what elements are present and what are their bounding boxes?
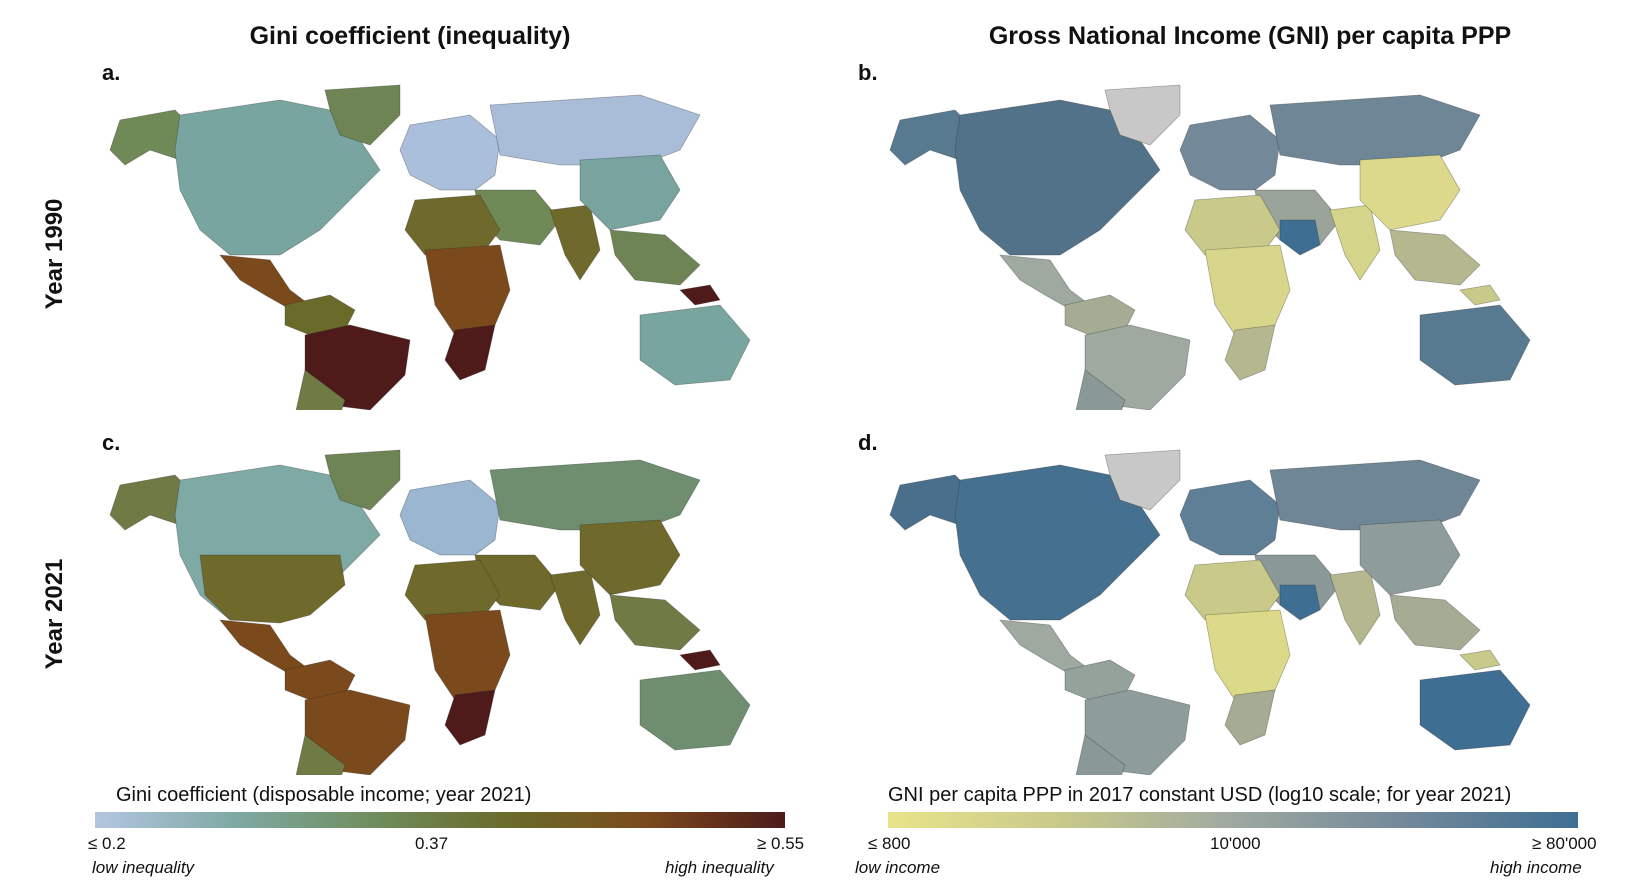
map-gni-2021-region-russia (1269, 459, 1481, 531)
gini-legend-min-label: ≤ 0.2 (88, 834, 126, 853)
map-gini-1990-region-russia (489, 94, 701, 166)
map-gni-1990-region-south-america-south (1075, 369, 1126, 410)
map-gini-1990-region-africa-south (444, 324, 496, 381)
map-gni-1990-region-saudi (1279, 219, 1321, 256)
map-gini-1990-region-greenland (324, 84, 401, 146)
gini-legend-colorbar (95, 812, 785, 828)
map-gini-2021-region-russia (489, 459, 701, 531)
map-gni-1990-region-australia (1419, 304, 1531, 386)
map-gni-1990-region-southeast-asia (1389, 229, 1481, 286)
map-gini-1990 (109, 84, 751, 410)
map-gni-2021-region-south-asia (1329, 569, 1381, 646)
map-gini-1990-region-south-asia (549, 204, 601, 281)
map-gni-2021 (889, 449, 1531, 775)
gni-legend-title: GNI per capita PPP in 2017 constant USD … (888, 784, 1512, 806)
map-gni-2021-region-africa-central (1204, 609, 1291, 701)
map-gini-2021-region-greenland (324, 449, 401, 511)
map-gini-1990-region-alaska (109, 109, 191, 166)
map-gini-2021-region-europe (399, 479, 501, 556)
gni-legend-colorbar (888, 812, 1578, 828)
gni-column-title: Gross National Income (GNI) per capita P… (988, 22, 1512, 50)
map-gini-1990-region-china (579, 154, 681, 231)
map-gni-1990-region-china (1359, 154, 1461, 231)
row-label-2021: Year 2021 (41, 558, 68, 670)
gini-legend-mid-label: 0.37 (415, 834, 449, 853)
map-gni-2021-region-southeast-asia (1389, 594, 1481, 651)
panel-letter-d: d. (858, 430, 878, 455)
map-gini-2021-region-alaska (109, 474, 191, 531)
map-gni-1990-region-europe (1179, 114, 1281, 191)
gini-legend-high-desc: high inequality (665, 858, 774, 877)
map-gini-1990-region-png (679, 284, 721, 306)
map-gni-2021-region-saudi (1279, 584, 1321, 621)
map-gini-1990-region-africa-central (424, 244, 511, 336)
map-gni-1990-region-russia (1269, 94, 1481, 166)
map-gini-2021-region-south-asia (549, 569, 601, 646)
map-gini-2021-region-southeast-asia (609, 594, 701, 651)
gini-column-title: Gini coefficient (inequality) (249, 22, 571, 50)
map-gini-2021 (109, 449, 751, 775)
row-label-1990: Year 1990 (41, 198, 68, 310)
map-gni-2021-region-australia (1419, 669, 1531, 751)
map-gni-2021-region-alaska (889, 474, 971, 531)
map-gni-1990-region-png (1459, 284, 1501, 306)
gni-legend-min-label: ≤ 800 (868, 834, 911, 853)
map-gini-1990-region-southeast-asia (609, 229, 701, 286)
map-gni-2021-region-china (1359, 519, 1461, 596)
gni-legend-low-desc: low income (855, 858, 941, 877)
gni-legend-mid-label: 10'000 (1210, 834, 1261, 853)
map-gni-2021-region-greenland (1104, 449, 1181, 511)
map-gni-1990-region-africa-central (1204, 244, 1291, 336)
map-gni-2021-region-south-america-south (1075, 734, 1126, 775)
map-gini-1990-region-australia (639, 304, 751, 386)
map-gini-2021-region-australia (639, 669, 751, 751)
map-gni-1990-region-alaska (889, 109, 971, 166)
map-gini-2021-region-png (679, 649, 721, 671)
gni-legend-high-desc: high income (1490, 858, 1582, 877)
map-gni-2021-region-africa-south (1224, 689, 1276, 746)
map-gini-2021-region-usa (199, 554, 346, 624)
map-gini-1990-region-europe (399, 114, 501, 191)
map-gni-1990-region-greenland (1104, 84, 1181, 146)
panel-letter-c: c. (102, 430, 121, 455)
map-gini-2021-region-africa-central (424, 609, 511, 701)
map-gni-2021-region-png (1459, 649, 1501, 671)
map-gni-2021-region-europe (1179, 479, 1281, 556)
panel-letter-a: a. (102, 60, 121, 85)
gni-legend-max-label: ≥ 80'000 (1532, 834, 1597, 853)
map-gini-2021-region-south-america-south (295, 734, 346, 775)
map-gini-2021-region-china (579, 519, 681, 596)
panel-letter-b: b. (858, 60, 878, 85)
map-gini-1990-region-south-america-south (295, 369, 346, 410)
map-gni-1990-region-africa-south (1224, 324, 1276, 381)
map-gni-1990 (889, 84, 1531, 410)
gini-legend-max-label: ≥ 0.55 (757, 834, 805, 853)
map-gini-2021-region-africa-south (444, 689, 496, 746)
gini-legend-low-desc: low inequality (92, 858, 195, 877)
gini-legend-title: Gini coefficient (disposable income; yea… (116, 784, 532, 806)
map-gni-1990-region-south-asia (1329, 204, 1381, 281)
